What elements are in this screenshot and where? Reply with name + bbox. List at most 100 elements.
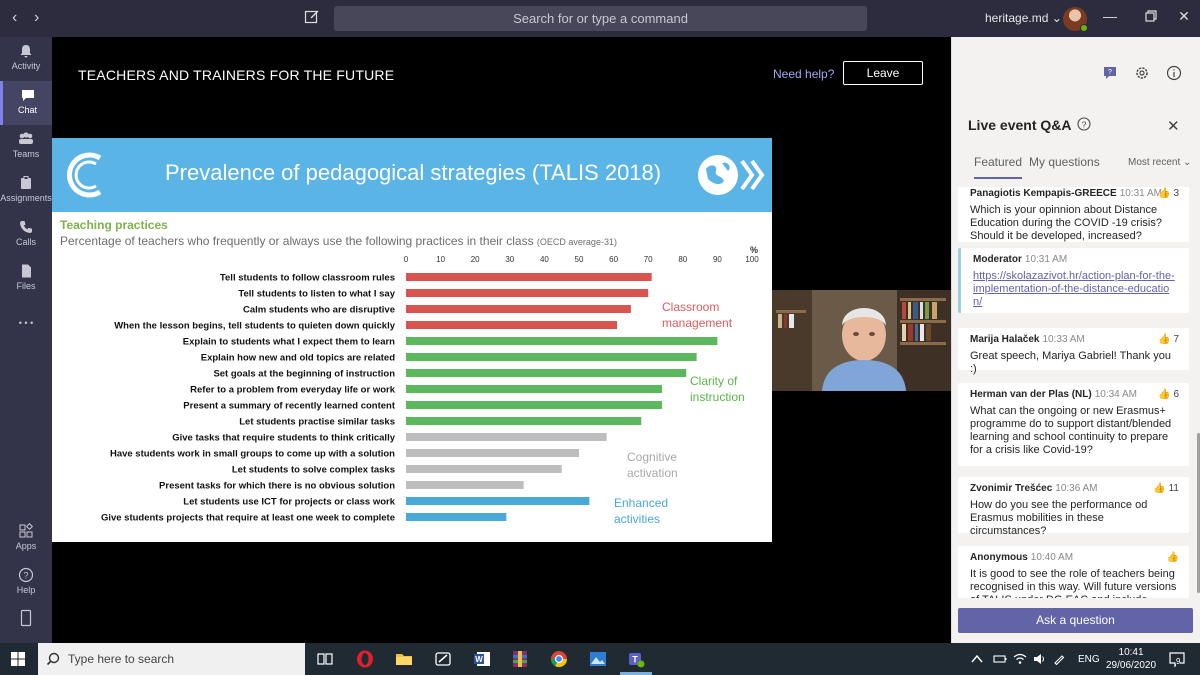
rail-item-files[interactable]: Files: [0, 257, 52, 301]
like-button-icon[interactable]: 👍: [1166, 552, 1179, 563]
rail-item-mobile[interactable]: [0, 603, 52, 647]
taskbar-search-input[interactable]: Type here to search: [38, 643, 305, 675]
like-count[interactable]: 👍 6: [1158, 389, 1179, 400]
task-view-icon[interactable]: [315, 649, 335, 669]
question-card[interactable]: Zvonimir Trešćec 10:36 AM 👍 11 How do you…: [958, 477, 1189, 537]
rail-item-help[interactable]: ? Help: [0, 561, 52, 605]
qa-chat-icon[interactable]: ?: [1102, 65, 1118, 81]
group-label: Classroom: [662, 300, 719, 314]
group-label: Cognitive: [627, 450, 677, 464]
forward-arrow-icon[interactable]: ›: [34, 9, 40, 26]
info-icon[interactable]: [1166, 65, 1182, 81]
notification-count: 9: [1176, 657, 1181, 666]
teams-icon: [19, 132, 33, 144]
rail-label-calls: Calls: [15, 237, 36, 247]
question-text: Which is your opinnion about Distance Ed…: [970, 204, 1162, 242]
question-card[interactable]: Anonymous 10:40 AM 👍 It is good to see th…: [958, 546, 1189, 598]
like-count[interactable]: 👍 7: [1158, 334, 1179, 345]
opera-browser-icon[interactable]: [355, 649, 375, 669]
close-window-icon[interactable]: ✕: [1178, 8, 1190, 24]
x-tick-label: 90: [713, 255, 722, 264]
apps-icon: [19, 523, 34, 538]
tab-my-questions[interactable]: My questions: [1029, 155, 1100, 169]
chrome-icon[interactable]: [549, 649, 569, 669]
bell-icon: [20, 45, 32, 58]
question-card[interactable]: Herman van der Plas (NL) 10:34 AM 👍 6 Wha…: [958, 383, 1189, 466]
ask-question-button[interactable]: Ask a question: [958, 608, 1193, 633]
need-help-link[interactable]: Need help?: [773, 67, 835, 81]
bar: [406, 433, 607, 441]
tenant-switcher[interactable]: heritage.md ⌄: [985, 11, 1062, 25]
bar: [406, 353, 697, 361]
search-icon: [46, 652, 60, 666]
like-count-value: 6: [1173, 389, 1179, 400]
svg-text:?: ?: [1082, 119, 1087, 129]
file-explorer-icon[interactable]: [394, 649, 414, 669]
user-avatar[interactable]: [1063, 7, 1088, 32]
input-language[interactable]: ENG: [1078, 654, 1100, 665]
bar: [406, 273, 652, 281]
settings-gear-icon[interactable]: [1134, 65, 1150, 81]
show-hidden-icons-icon[interactable]: [970, 652, 984, 666]
clock-date: 29/06/2020: [1106, 660, 1157, 671]
more-apps-icon[interactable]: • • •: [18, 318, 34, 328]
tenant-name: heritage.md: [985, 11, 1049, 25]
help-icon[interactable]: ?: [1077, 117, 1091, 131]
rail-item-calls[interactable]: Calls: [0, 213, 52, 257]
slide-subtitle-note: (OECD average-31): [536, 237, 617, 247]
teaching-practices-bar-chart: 0 10 20 30 40 50 60 70 80 90 100% Tell students to …: [101, 246, 759, 526]
battery-icon[interactable]: [993, 652, 1007, 666]
unit-label: %: [750, 246, 758, 255]
volume-icon[interactable]: [1032, 652, 1046, 666]
author-name: Anonymous: [970, 552, 1028, 563]
sort-dropdown[interactable]: Most recent ⌄: [1128, 157, 1192, 168]
slide-subtitle: Percentage of teachers who frequently or…: [60, 234, 617, 248]
winrar-icon[interactable]: [510, 649, 530, 669]
rail-item-activity[interactable]: Activity: [0, 37, 52, 81]
close-panel-icon[interactable]: ✕: [1167, 118, 1180, 135]
bar: [406, 401, 663, 409]
question-author: Zvonimir Trešćec 10:36 AM: [970, 483, 1177, 494]
pen-workspace-icon[interactable]: [1052, 652, 1066, 666]
rail-label-activity: Activity: [11, 61, 41, 71]
rail-label-teams: Teams: [12, 149, 40, 159]
question-list-scrollbar[interactable]: [1197, 433, 1200, 593]
snip-tool-icon[interactable]: [433, 649, 453, 669]
clock[interactable]: 10:41 29/06/2020: [1106, 646, 1156, 672]
like-count[interactable]: 👍 3: [1158, 188, 1179, 199]
x-tick-label: 30: [505, 255, 514, 264]
question-card[interactable]: Panagiotis Kempapis-GREECE 10:31 AM 👍 3 W…: [958, 187, 1189, 242]
author-name: Herman van der Plas (NL): [970, 389, 1092, 400]
question-time: 10:33 AM: [1042, 334, 1085, 345]
question-text: What can the ongoing or new Erasmus+ pro…: [970, 405, 1172, 456]
category-label: Present a summary of recently learned co…: [183, 401, 396, 412]
minimize-icon[interactable]: —: [1103, 8, 1117, 24]
moderator-link[interactable]: https://skolazazivot.hr/action-plan-for-…: [973, 270, 1175, 308]
question-card[interactable]: Marija Halaček 10:33 AM 👍 7 Great speech,…: [958, 328, 1189, 375]
tab-featured[interactable]: Featured: [974, 155, 1023, 179]
command-search-input[interactable]: Search for or type a command: [334, 6, 867, 31]
rail-item-assignments[interactable]: Assignments: [0, 169, 52, 213]
photos-icon[interactable]: [588, 649, 608, 669]
restore-icon[interactable]: [1143, 8, 1159, 24]
compose-icon[interactable]: [304, 9, 320, 25]
rail-item-chat[interactable]: Chat: [0, 81, 52, 125]
back-arrow-icon[interactable]: ‹: [12, 9, 18, 26]
group-label: Clarity of: [690, 374, 738, 388]
rail-item-apps[interactable]: Apps: [0, 517, 52, 561]
active-app-indicator: [620, 672, 652, 675]
wifi-icon[interactable]: [1013, 652, 1027, 666]
like-count[interactable]: 👍 11: [1153, 483, 1179, 494]
svg-text:W: W: [475, 655, 483, 664]
presence-available-icon: [1080, 24, 1088, 32]
teams-taskbar-icon[interactable]: T: [626, 649, 646, 669]
event-title: TEACHERS AND TRAINERS FOR THE FUTURE: [78, 67, 395, 83]
rail-label-apps: Apps: [15, 541, 37, 551]
like-count-value: 3: [1173, 188, 1179, 199]
rail-item-teams[interactable]: Teams: [0, 125, 52, 169]
windows-start-icon[interactable]: [10, 651, 26, 667]
qa-panel: ? Live event Q&A ? ✕ Featured My questio…: [951, 37, 1200, 643]
leave-button[interactable]: Leave: [843, 61, 923, 85]
word-icon[interactable]: W: [472, 649, 492, 669]
chat-icon: [21, 90, 34, 101]
